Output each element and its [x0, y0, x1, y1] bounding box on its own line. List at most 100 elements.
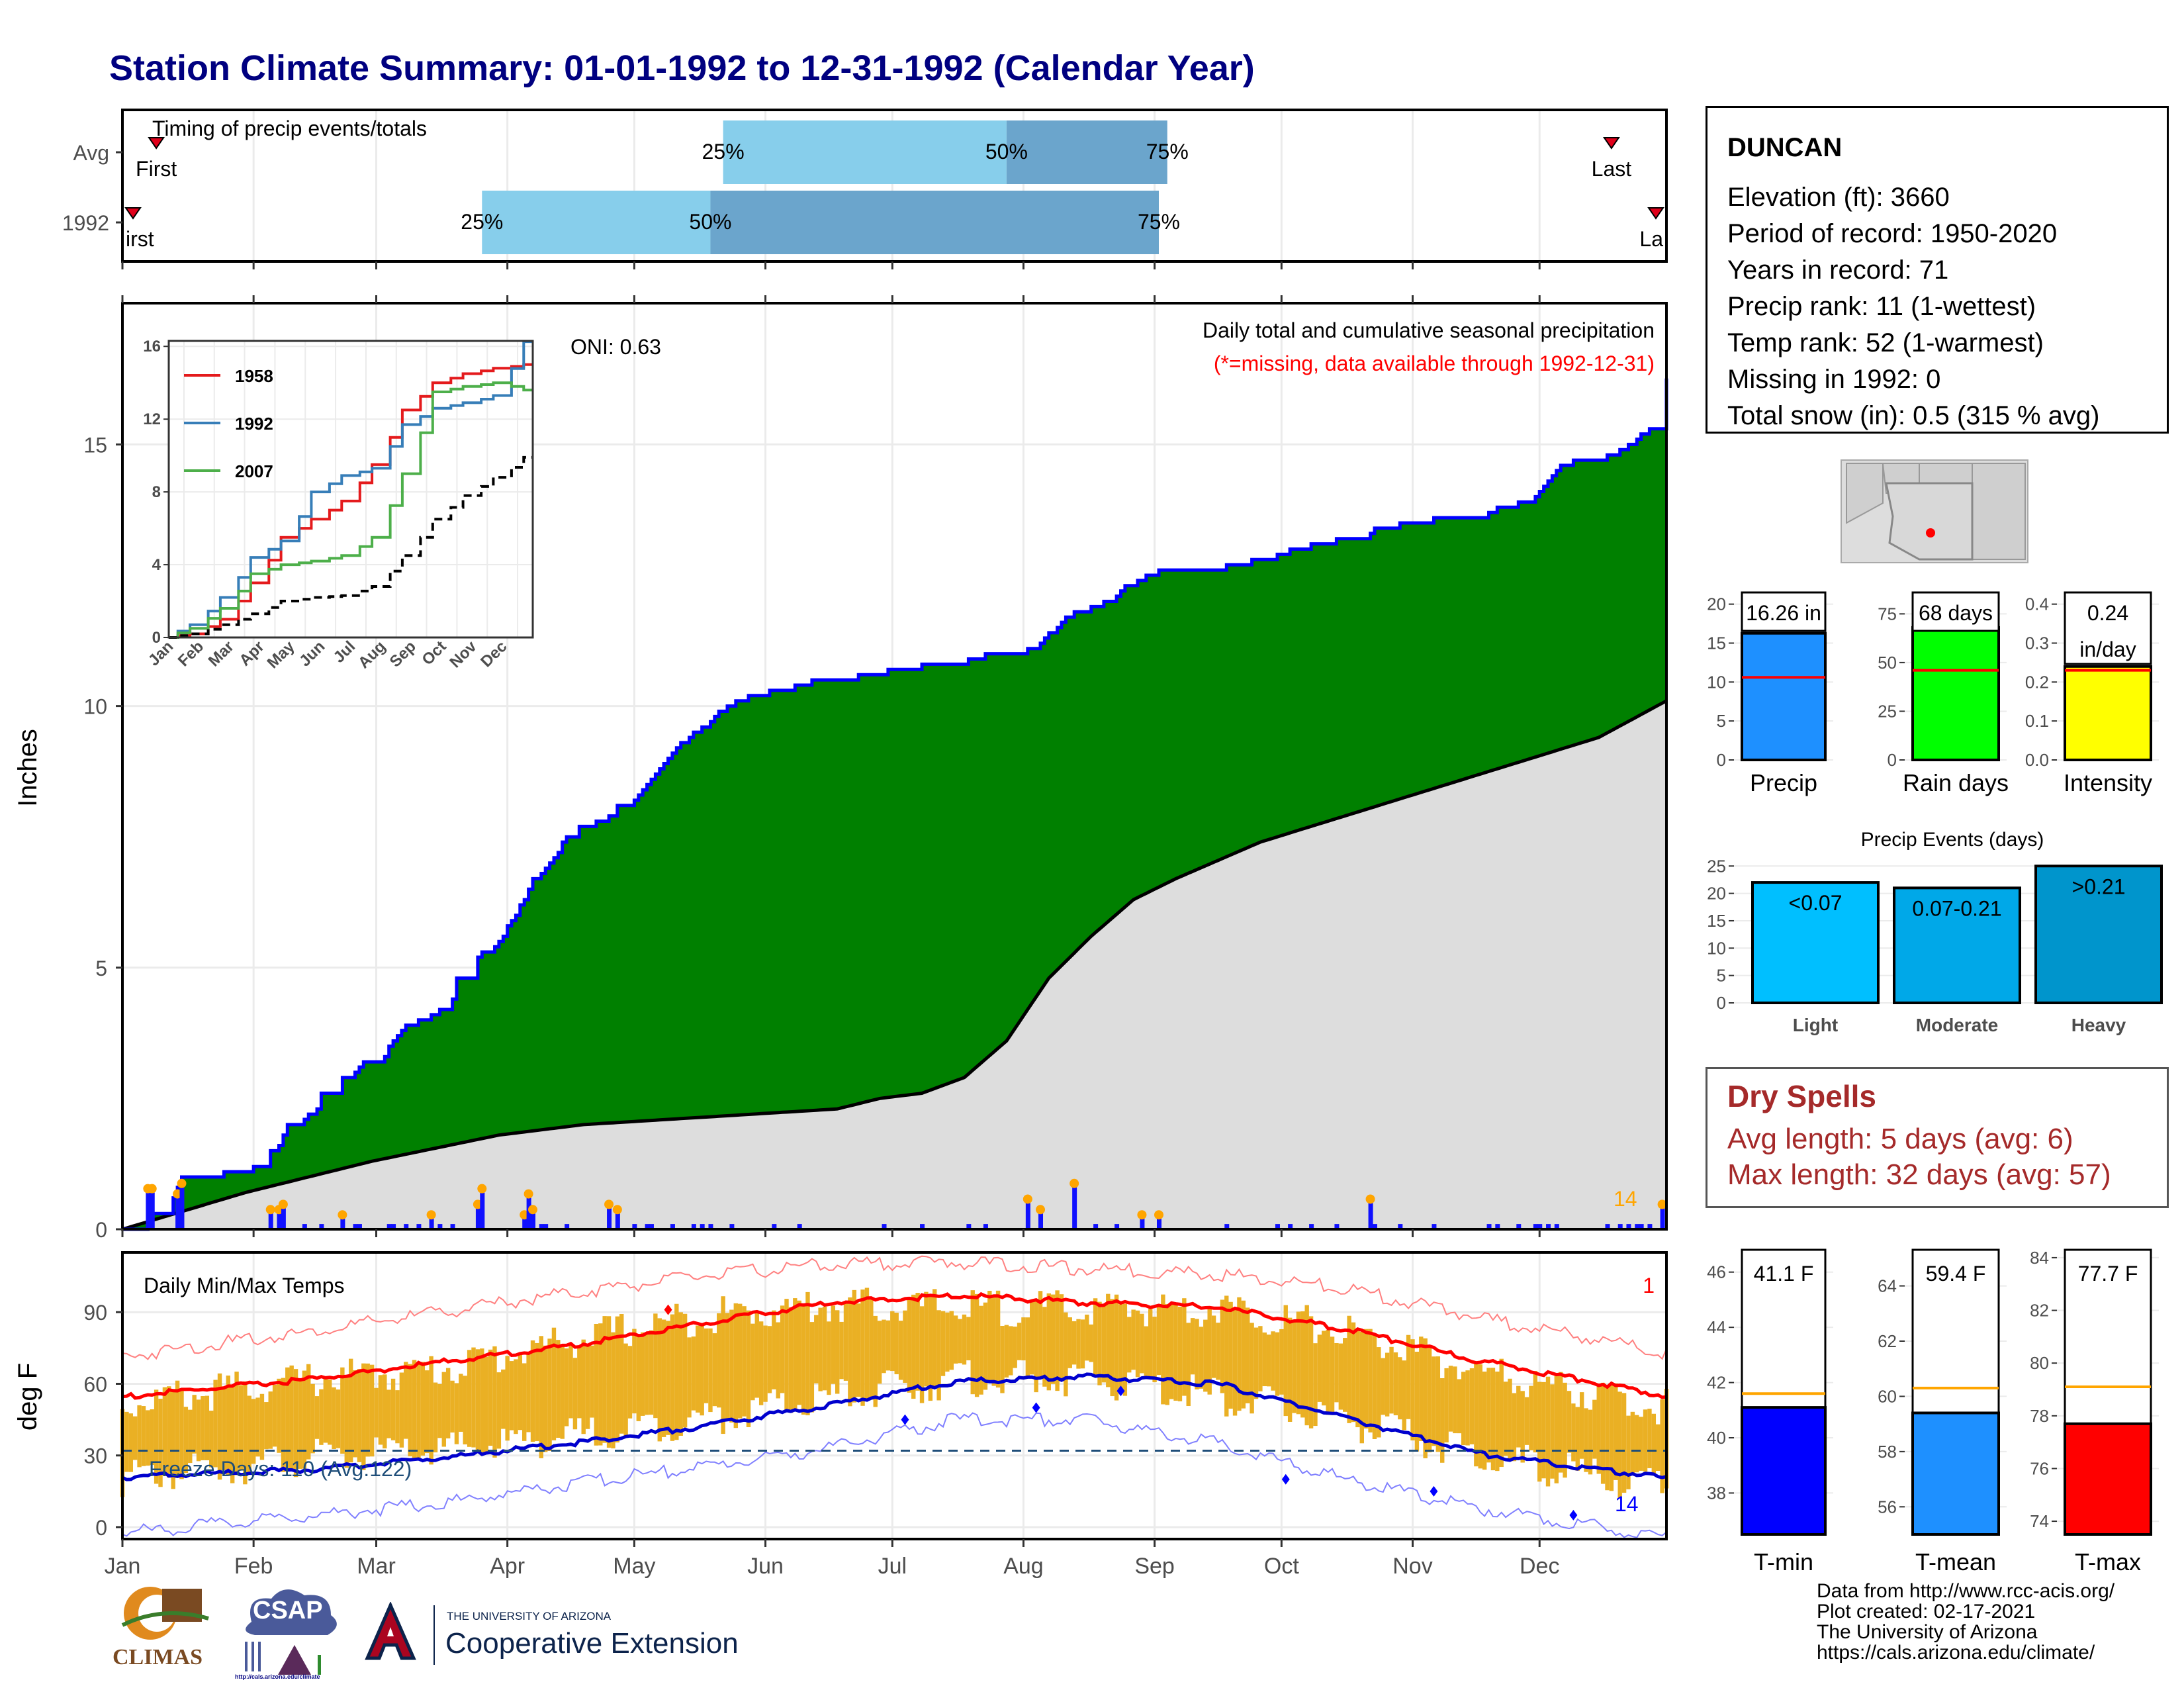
daily-temp-bar — [383, 1374, 387, 1449]
events-title: Precip Events (days) — [1861, 829, 2044, 851]
daily-temp-bar — [666, 1321, 670, 1435]
dry-spells-box: Dry Spells Avg length: 5 days (avg: 6) M… — [1706, 1067, 2169, 1208]
daily-temp-bar — [640, 1332, 645, 1416]
first-label-clipped: irst — [126, 227, 154, 251]
daily-temp-bar — [1469, 1368, 1475, 1444]
daily-temp-bar — [674, 1303, 679, 1440]
daily-precip-bar — [645, 1224, 650, 1229]
y-tick-label: 15 — [1707, 633, 1726, 653]
daily-temp-bar — [1393, 1352, 1398, 1416]
daily-temp-bar — [1584, 1408, 1588, 1472]
daily-temp-bar — [712, 1333, 717, 1407]
daily-precip-bar — [1537, 1224, 1543, 1229]
daily-temp-bar — [721, 1296, 725, 1434]
events-category-label: Heavy — [2071, 1015, 2126, 1035]
daily-temp-bar — [1503, 1382, 1508, 1456]
record-marker — [1430, 1485, 1438, 1497]
daily-precip-bar — [353, 1224, 358, 1229]
avg-tmin-line — [121, 1372, 1667, 1481]
y-tick-label: 0.0 — [2025, 750, 2049, 770]
daily-precip-bar — [357, 1224, 362, 1229]
daily-temp-bar — [1448, 1366, 1453, 1432]
daily-precip-bar — [632, 1224, 637, 1229]
daily-temp-bar — [1025, 1317, 1030, 1378]
daily-temp-bar — [1034, 1301, 1038, 1393]
inset-series-normal — [169, 455, 533, 639]
daily-temp-bar — [717, 1313, 721, 1408]
summary-value-box — [1911, 591, 2000, 632]
daily-temp-bar — [1635, 1415, 1639, 1473]
daily-temp-bar — [319, 1389, 324, 1445]
daily-temp-bar — [433, 1382, 438, 1453]
daily-temp-bar — [1605, 1387, 1610, 1491]
record-low-count: 14 — [1615, 1492, 1639, 1516]
daily-temp-bar — [860, 1289, 865, 1406]
daily-precip-bar — [1025, 1203, 1030, 1229]
daily-temp-bar — [843, 1301, 848, 1381]
daily-temp-bar — [877, 1321, 882, 1384]
daily-temp-bar — [272, 1384, 277, 1447]
daily-precip-marker — [1154, 1210, 1163, 1220]
daily-precip-marker — [1023, 1194, 1032, 1204]
daily-temp-bar — [1199, 1327, 1204, 1389]
daily-temp-bar — [1013, 1327, 1017, 1368]
daily-temp-bar — [1486, 1368, 1491, 1463]
station-period: Period of record: 1950-2020 — [1727, 219, 2058, 248]
daily-temp-bar — [890, 1311, 895, 1372]
precip-cumulative-line — [122, 378, 1668, 1231]
y-tick-label: 38 — [1707, 1483, 1726, 1503]
daily-temp-bar — [898, 1321, 903, 1380]
daily-temp-bar — [1516, 1385, 1521, 1448]
daily-temp-bar — [1030, 1301, 1034, 1375]
daily-precip-bar — [1533, 1224, 1538, 1229]
row-label: Avg — [73, 141, 109, 165]
daily-temp-bar — [1419, 1336, 1424, 1442]
events-panel: Precip Events (days) <0.07 Light 0.07-0.21 M… — [1707, 829, 2163, 1035]
daily-precip-marker — [1137, 1210, 1147, 1220]
quartile-label: 75% — [1138, 210, 1180, 234]
daily-temp-bar — [150, 1409, 154, 1466]
daily-temp-bar — [234, 1372, 239, 1476]
daily-temp-bar — [852, 1289, 856, 1403]
daily-temp-bar — [1271, 1331, 1275, 1391]
daily-temp-bar — [484, 1356, 488, 1452]
daily-temp-bar — [598, 1323, 603, 1446]
daily-temp-bar — [696, 1325, 700, 1413]
daily-precip-bar — [1554, 1224, 1559, 1229]
precip-panel: Daily total and cumulative seasonal prec… — [13, 295, 1668, 1242]
y-tick-label: 80 — [2030, 1353, 2049, 1373]
daily-precip-bar — [146, 1192, 151, 1229]
daily-temp-bar — [1440, 1378, 1445, 1463]
daily-precip-bar — [1288, 1224, 1293, 1229]
daily-temp-bar — [636, 1336, 641, 1421]
daily-temp-bar — [471, 1347, 476, 1448]
summary-value-label: 68 days — [1919, 601, 1993, 625]
daily-temp-bar — [454, 1383, 459, 1444]
y-tick-label: 90 — [83, 1301, 107, 1325]
daily-temp-bar — [657, 1318, 662, 1442]
daily-precip-bar — [1626, 1224, 1631, 1229]
daily-temp-bar — [805, 1291, 810, 1416]
summary-value-label: 16.26 in — [1746, 601, 1821, 625]
daily-temp-bar — [882, 1319, 886, 1374]
daily-temp-bar — [171, 1389, 175, 1489]
daily-temp-bar — [606, 1316, 612, 1448]
daily-temp-bar — [416, 1362, 421, 1458]
timing-title: Timing of precip events/totals — [152, 117, 427, 140]
y-tick-label: 5 — [95, 957, 107, 980]
daily-temp-bar — [949, 1311, 954, 1370]
daily-temp-bar — [556, 1340, 561, 1438]
daily-precip-bar — [691, 1224, 696, 1229]
daily-precip-bar — [1516, 1224, 1522, 1229]
daily-temp-bar — [374, 1387, 379, 1438]
summary-category-label: Intensity — [2064, 769, 2152, 796]
y-tick-label: 62 — [1878, 1331, 1897, 1351]
daily-temp-bar — [1203, 1319, 1208, 1392]
daily-temp-bar — [475, 1349, 480, 1451]
daily-temp-bar — [1009, 1326, 1013, 1376]
daily-temp-bar — [1524, 1397, 1529, 1445]
daily-temp-bar — [1237, 1297, 1242, 1411]
temp-panel: Daily Min/Max Temps 1 Freeze Days: 110 (Av… — [13, 1251, 1669, 1579]
